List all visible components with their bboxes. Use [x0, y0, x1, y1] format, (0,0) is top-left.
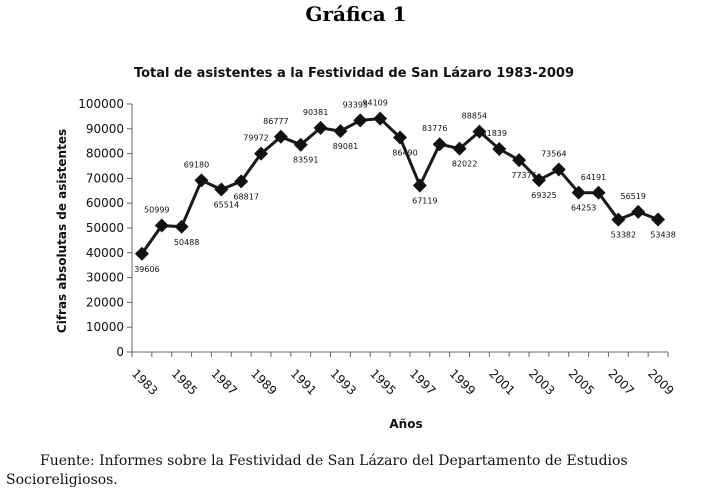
data-label: 73564 [541, 150, 566, 159]
data-label: 81839 [482, 129, 507, 138]
data-label: 68817 [233, 192, 258, 201]
data-label: 86777 [263, 117, 288, 126]
data-point [353, 113, 368, 128]
data-point [531, 173, 546, 188]
data-point [631, 204, 646, 219]
y-tick-label: 70000 [86, 171, 124, 185]
data-point [333, 124, 348, 139]
data-label: 83591 [293, 156, 318, 165]
data-point [174, 219, 189, 234]
x-tick-label: 1993 [328, 366, 359, 397]
x-tick-label: 1983 [129, 366, 160, 397]
data-label: 77376 [511, 171, 536, 180]
data-point [571, 185, 586, 200]
data-label: 69180 [184, 160, 209, 169]
data-point [651, 212, 666, 227]
source-note: Fuente: Informes sobre la Festividad de … [6, 453, 628, 488]
x-axis-label: Años [389, 417, 422, 431]
data-point [512, 153, 527, 168]
x-axis: 1983 1985 1987 1989 1991 1993 1995 1997 1999 2001… [129, 351, 677, 398]
x-tick-label: 1989 [248, 366, 279, 397]
line-chart: Total de asistentes a la Festividad de S… [55, 66, 677, 431]
data-label: 82022 [452, 160, 477, 169]
y-tick-label: 20000 [86, 295, 124, 309]
data-label: 64191 [581, 173, 606, 182]
x-tick-label: 2009 [645, 366, 676, 397]
chart-title: Total de asistentes a la Festividad de S… [134, 66, 574, 81]
data-label: 88854 [462, 112, 487, 121]
data-label: 50999 [144, 206, 169, 215]
y-tick-label: 80000 [86, 147, 124, 161]
data-label: 69325 [531, 191, 556, 200]
data-point [293, 137, 308, 152]
data-label: 94109 [362, 99, 387, 108]
y-axis: 0 10000 20000 30000 40000 50000 60000 70000 8000… [78, 97, 133, 359]
data-point [254, 146, 269, 161]
data-point [194, 173, 209, 188]
x-tick-label: 2001 [486, 366, 517, 397]
data-point [551, 162, 566, 177]
data-label: 86490 [392, 149, 417, 158]
data-point [154, 218, 169, 233]
data-label: 83776 [422, 124, 447, 133]
data-point [393, 130, 407, 145]
data-label: 56519 [620, 192, 645, 201]
x-tick-label: 2003 [526, 366, 557, 397]
x-tick-label: 1995 [367, 366, 398, 397]
data-label: 53438 [650, 230, 675, 239]
data-point [214, 182, 229, 197]
y-tick-label: 30000 [86, 271, 124, 285]
data-point [432, 137, 447, 152]
y-tick-label: 50000 [86, 221, 124, 235]
figure-heading: Gráfica 1 [305, 2, 407, 26]
data-point [452, 141, 467, 156]
data-point [373, 111, 388, 126]
data-label: 79972 [243, 134, 268, 143]
x-tick-label: 1985 [169, 366, 200, 397]
data-label: 53382 [611, 231, 636, 240]
y-tick-label: 100000 [78, 97, 124, 111]
data-point [611, 212, 626, 227]
x-tick-label: 1997 [407, 366, 438, 397]
data-point [472, 124, 487, 139]
y-tick-label: 0 [116, 345, 124, 359]
data-label: 67119 [412, 197, 437, 206]
x-tick-label: 2005 [566, 366, 597, 397]
data-point [134, 246, 149, 261]
data-point [492, 142, 507, 157]
x-tick-label: 2007 [605, 366, 636, 397]
x-tick-label: 1999 [447, 366, 478, 397]
data-point [273, 129, 288, 144]
data-label: 89081 [333, 142, 358, 151]
y-tick-label: 90000 [86, 122, 124, 136]
data-label: 50488 [174, 238, 199, 247]
data-label: 90381 [303, 108, 328, 117]
data-point [591, 185, 606, 200]
data-markers [134, 111, 666, 261]
y-tick-label: 10000 [86, 320, 124, 334]
data-point [412, 178, 427, 193]
data-label: 64253 [571, 204, 596, 213]
data-label: 65514 [214, 201, 239, 210]
y-tick-label: 40000 [86, 246, 124, 260]
data-point [234, 174, 249, 189]
data-label: 93395 [343, 100, 368, 109]
x-tick-label: 1991 [288, 366, 319, 397]
x-tick-label: 1987 [208, 366, 239, 397]
data-label: 39606 [134, 265, 159, 274]
y-tick-label: 60000 [86, 196, 124, 210]
data-point [313, 120, 328, 135]
y-axis-label: Cifras absolutas de asistentes [55, 129, 69, 333]
